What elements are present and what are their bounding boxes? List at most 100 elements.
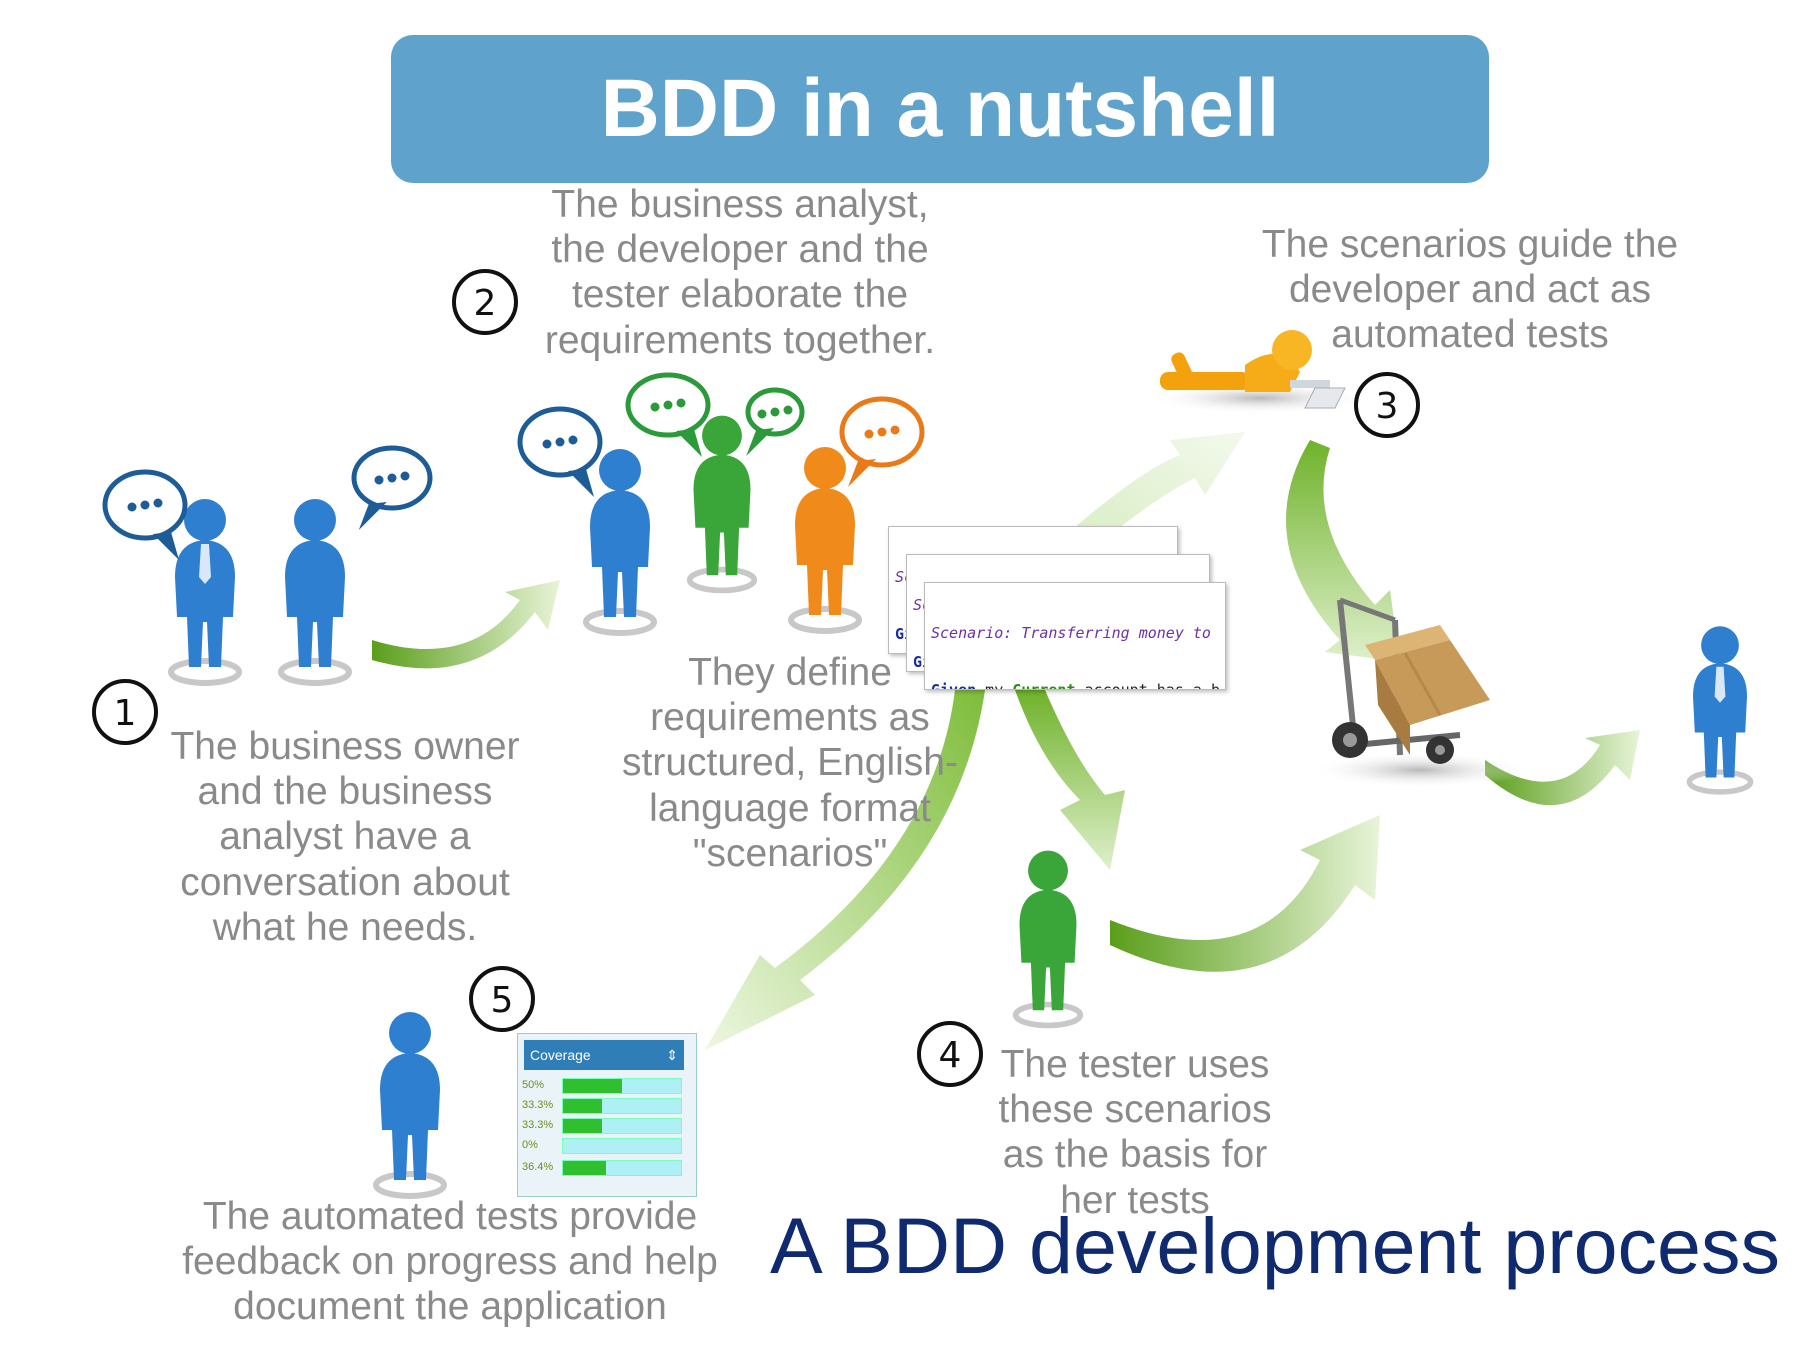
scenario-line: Given my Current account has a b: [931, 681, 1220, 690]
person-icon: [373, 1012, 447, 1199]
step-5-text: The automated tests provide feedback on p…: [170, 1194, 730, 1330]
speech-bubble-icon: [745, 387, 805, 456]
person-icon: [278, 499, 352, 686]
text-line: automated tests: [1331, 313, 1609, 357]
text-line: developer and act as: [1288, 268, 1652, 312]
coverage-bar-fill: [563, 1079, 622, 1093]
diagram-title: BDD in a nutshell: [600, 63, 1280, 154]
flow-arrow-scenarios-to-feedback: [705, 690, 985, 1050]
text-line: the developer and the: [551, 228, 929, 272]
text-line: analyst have a: [219, 815, 471, 859]
coverage-bar-fill: [563, 1119, 603, 1133]
person-icon: [1012, 850, 1084, 1029]
speech-bubble-icon: [351, 445, 433, 530]
coverage-row: 50%: [522, 1076, 692, 1096]
text-line: requirements as: [650, 696, 930, 740]
coverage-label: 33.3%: [522, 1099, 554, 1111]
person-icon: [788, 447, 862, 634]
speech-bubble-icon: [625, 372, 711, 457]
flow-arrow-1-to-2: [372, 580, 560, 669]
text-line: tester elaborate the: [571, 273, 909, 317]
flow-arrow-scenarios-to-tester: [1015, 690, 1125, 870]
coverage-label: 36.4%: [522, 1161, 554, 1173]
text-line: feedback on progress and help: [182, 1240, 718, 1284]
scenario-text: account has a b: [1075, 681, 1220, 690]
hand-truck-icon: [1310, 597, 1530, 788]
step-number-label: 4: [939, 1035, 962, 1076]
step-2-text: The business analyst, the developer and t…: [530, 182, 950, 363]
coverage-row: 0%: [522, 1136, 692, 1156]
text-line: and the business: [197, 770, 493, 814]
step-number-2: 2: [452, 269, 518, 335]
coverage-label: 33.3%: [522, 1119, 554, 1131]
speech-bubble-icon: [839, 396, 925, 487]
text-line: "scenarios": [692, 831, 888, 875]
person-icon: [583, 449, 657, 636]
lying-figure-icon: [1150, 330, 1370, 414]
step-number-5: 5: [469, 966, 535, 1032]
coverage-row: 36.4%: [522, 1158, 692, 1178]
coverage-widget: Coverage ⇕ 50% 33.3% 33.3% 0% 36.4%: [517, 1033, 697, 1197]
flow-arrow-truck-to-person: [1485, 730, 1640, 806]
text-line: The tester uses: [1000, 1043, 1270, 1086]
person-icon: [1686, 626, 1754, 795]
speech-bubble-icon: [517, 406, 603, 497]
coverage-header: Coverage ⇕: [524, 1040, 684, 1070]
step-1-text: The business owner and the business analys…: [150, 724, 540, 950]
step-markers: 1 2 3 4 5: [92, 269, 1420, 1087]
text-line: her tests: [1060, 1178, 1210, 1222]
step-number-4: 4: [917, 1021, 983, 1087]
step-number-3: 3: [1354, 372, 1420, 438]
coverage-bar-fill: [563, 1099, 603, 1113]
text-line: requirements together.: [544, 318, 936, 362]
step-number-label: 2: [474, 283, 497, 324]
step-3-text: The scenarios guide the developer and act…: [1240, 222, 1700, 358]
text-line: The automated tests provide: [202, 1195, 698, 1238]
coverage-bar: [562, 1098, 682, 1114]
coverage-bar: [562, 1160, 682, 1176]
coverage-title: Coverage: [530, 1047, 591, 1063]
step-number-1: 1: [92, 679, 158, 745]
coverage-bar: [562, 1078, 682, 1094]
coverage-row: 33.3%: [522, 1096, 692, 1116]
text-line: document the application: [233, 1285, 667, 1329]
scenario-heading: Scenario: Transferring money to: [931, 624, 1211, 642]
text-line: The business owner: [170, 725, 520, 768]
person-icon: [686, 415, 758, 594]
speech-bubble-icon: [102, 469, 188, 560]
gherkin-keyword: Given: [931, 681, 977, 690]
scenario-value: Current: [1012, 681, 1076, 690]
text-line: language format: [649, 786, 931, 830]
coverage-row: 33.3%: [522, 1116, 692, 1136]
step-number-label: 3: [1376, 386, 1399, 427]
text-line: as the basis for: [1002, 1133, 1268, 1177]
flow-arrow-3-to-truck: [1286, 440, 1400, 662]
chevron-updown-icon: ⇕: [666, 1047, 678, 1063]
text-line: They define: [688, 651, 892, 694]
text-line: what he needs.: [212, 905, 478, 949]
scenario-card-front: Scenario: Transferring money to Given my…: [924, 582, 1226, 690]
text-line: The business analyst,: [551, 183, 929, 226]
person-icon: [168, 499, 242, 686]
step-number-label: 1: [114, 693, 137, 734]
step-4-text: The tester uses these scenarios as the bas…: [980, 1042, 1290, 1223]
coverage-bar: [562, 1138, 682, 1154]
people-group: [168, 415, 1754, 1199]
text-line: structured, English-: [622, 741, 958, 785]
text-line: these scenarios: [998, 1088, 1272, 1132]
speech-bubbles-group: [102, 372, 925, 560]
diagram-subtitle: A BDD development process: [770, 1201, 1780, 1290]
title-banner: BDD in a nutshell: [391, 35, 1489, 183]
flow-arrow-tester-to-deploy: [1110, 815, 1380, 972]
coverage-label: 50%: [522, 1079, 545, 1091]
text-line: conversation about: [180, 860, 510, 904]
step-number-label: 5: [491, 980, 514, 1021]
scenario-text: my: [976, 681, 1013, 690]
scenario-steps: Given my Current account has a bAnd my S…: [931, 681, 1220, 690]
text-line: The scenarios guide the: [1261, 223, 1679, 266]
coverage-bar-fill: [563, 1161, 606, 1175]
coverage-label: 0%: [522, 1139, 538, 1151]
scenario-caption: They define requirements as structured, En…: [600, 650, 980, 876]
